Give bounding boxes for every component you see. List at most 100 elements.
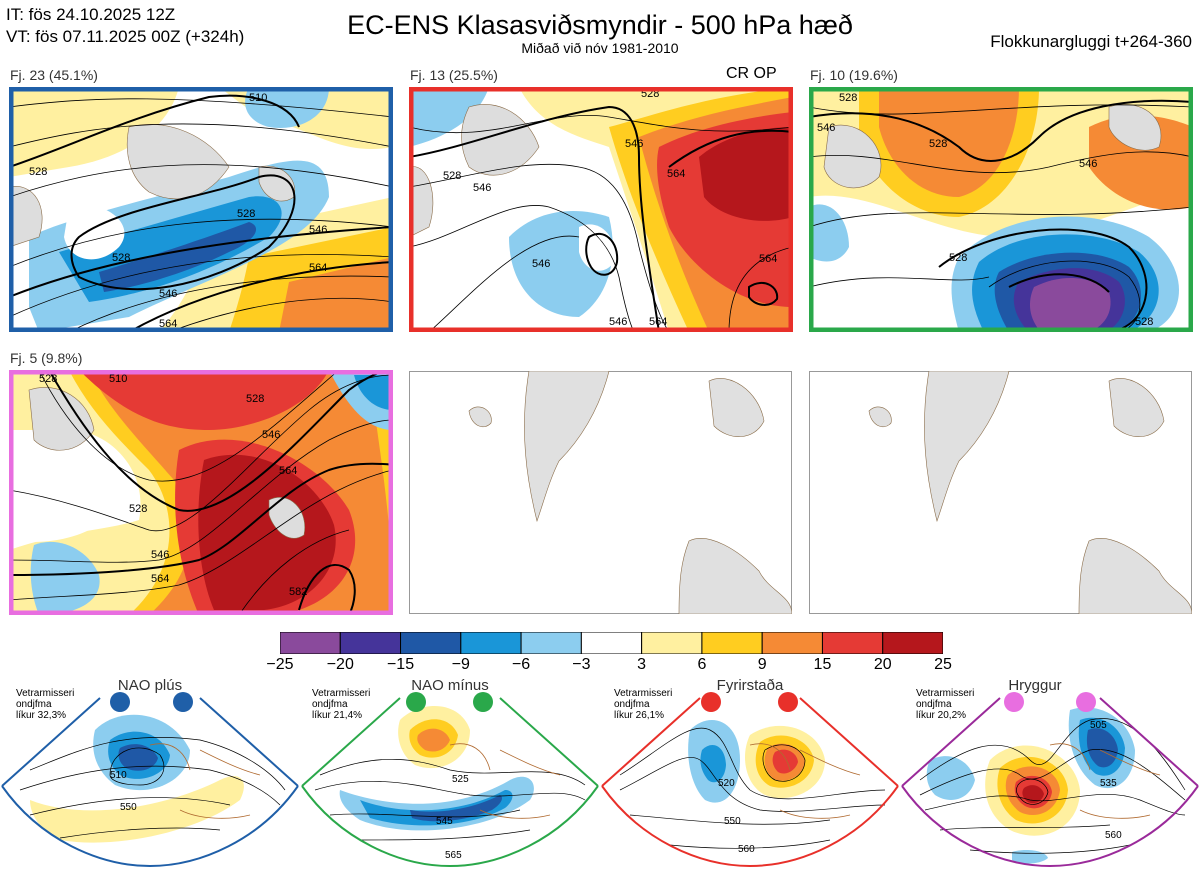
colorbar-swatch <box>520 631 582 655</box>
colorbar-swatch <box>400 631 462 655</box>
contour-label: 528 <box>1135 316 1153 328</box>
contour-label: 528 <box>29 166 47 178</box>
regime-title-1: NAO plús <box>117 677 183 694</box>
contour-label: 528 <box>949 252 967 264</box>
contour-label: 505 <box>1090 720 1107 731</box>
regime-title-2: NAO mínus <box>411 677 489 694</box>
contour-label: 564 <box>759 253 777 265</box>
panel-label-4: Fj. 5 (9.8%) <box>10 350 83 366</box>
regime-map-3: 520 550 560 <box>601 692 899 868</box>
contour-label: 545 <box>436 816 453 827</box>
cluster-map-3: 528 546 528 546 528 528 <box>809 87 1193 332</box>
colorbar-tick-label: −3 <box>572 656 591 673</box>
contour-label: 528 <box>443 170 461 182</box>
contour-label: 565 <box>445 850 462 861</box>
regime-title-4: Hryggur <box>1008 677 1062 694</box>
colorbar-swatch <box>761 631 823 655</box>
colorbar-swatch <box>339 631 402 655</box>
page-subtitle: Miðað við nóv 1981-2010 <box>521 40 679 56</box>
regime-dot <box>778 692 798 712</box>
colorbar <box>279 631 944 655</box>
contour-label: 564 <box>159 318 177 330</box>
empty-map-5 <box>409 371 792 614</box>
colorbar-swatch <box>821 631 884 655</box>
contour-label: 546 <box>609 316 627 328</box>
regime-dot <box>1004 692 1024 712</box>
cluster-map-1: 510 528 528 528 546 546 564 564 <box>9 87 393 332</box>
cluster-map-2: 528 546 546 528 546 564 564 546 564 <box>409 87 793 332</box>
contour-label: 546 <box>159 288 177 300</box>
colorbar-tick-label: 6 <box>697 656 707 673</box>
contour-label: 564 <box>667 168 685 180</box>
regime-note-4: Vetrarmisseri ondjfma líkur 20,2% <box>916 688 975 721</box>
regime-dot <box>701 692 721 712</box>
contour-label: 564 <box>279 465 297 477</box>
contour-label: 546 <box>1079 158 1097 170</box>
colorbar-swatch <box>279 631 341 655</box>
contour-label: 525 <box>452 774 469 785</box>
panel-border <box>809 87 1193 332</box>
contour-label: 564 <box>151 573 169 585</box>
colorbar-swatch <box>701 631 763 655</box>
initial-time: IT: fös 24.10.2025 12Z <box>6 5 176 24</box>
colorbar-swatch <box>580 631 643 655</box>
contour-label: 564 <box>649 316 667 328</box>
contour-label: 528 <box>39 373 57 385</box>
regime-title-3: Fyrirstaða <box>716 677 784 694</box>
contour-label: 550 <box>724 816 741 827</box>
contour-label: 582 <box>289 586 307 598</box>
contour-label: 510 <box>109 373 127 385</box>
empty-map-6 <box>809 371 1192 614</box>
contour-label: 535 <box>1100 778 1117 789</box>
colorbar-tick-label: −20 <box>326 656 354 673</box>
regime-map-1: 510 550 <box>1 692 299 868</box>
colorbar-swatch <box>882 631 944 655</box>
regime-dot <box>110 692 130 712</box>
regime-note-3: Vetrarmisseri ondjfma líkur 26,1% <box>614 688 673 721</box>
contour-label: 528 <box>237 208 255 220</box>
contour-label: 560 <box>738 844 755 855</box>
contour-label: 550 <box>120 802 137 813</box>
contour-label: 528 <box>839 92 857 104</box>
contour-label: 546 <box>262 429 280 441</box>
contour-label: 520 <box>718 778 735 789</box>
colorbar-swatch <box>641 631 703 655</box>
contour-label: 546 <box>532 258 550 270</box>
contour-label: 528 <box>246 393 264 405</box>
colorbar-tick-label: 9 <box>757 656 767 673</box>
colorbar-tick-label: −25 <box>266 656 294 673</box>
contour-label: 528 <box>929 138 947 150</box>
contour-label: 564 <box>309 262 327 274</box>
colorbar-swatch <box>460 631 522 655</box>
regime-dot <box>1076 692 1096 712</box>
regimes-row: Vetrarmisseri ondjfma líkur 32,3% NAO plús… <box>0 677 1200 871</box>
colorbar-tick-label: −15 <box>386 656 415 673</box>
colorbar-tick-label: 3 <box>637 656 647 673</box>
contour-label: 546 <box>151 549 169 561</box>
regime-note-1: Vetrarmisseri ondjfma líkur 32,3% <box>16 688 75 721</box>
colorbar-tick-label: −9 <box>451 656 470 673</box>
colorbar-tick-label: 15 <box>813 656 832 673</box>
contour-label: 546 <box>817 122 835 134</box>
contour-label: 510 <box>110 770 127 781</box>
colorbar-swatches <box>279 631 944 655</box>
contour-label: 560 <box>1105 830 1122 841</box>
cluster-map-4: 510 528 528 528 546 564 546 564 582 <box>9 370 393 615</box>
panel-label-2: Fj. 13 (25.5%) <box>410 67 498 83</box>
panel-border <box>9 370 393 615</box>
colorbar-ticks: −25 −20 −15 −9 −6 −3 3 6 9 15 20 25 <box>266 656 951 676</box>
regime-map-4: 505 535 560 <box>901 692 1199 868</box>
colorbar-tick-label: 20 <box>873 656 892 673</box>
regime-dot <box>173 692 193 712</box>
panel-border <box>409 87 793 332</box>
panel-tag-cr-op: CR OP <box>726 65 777 82</box>
panel-label-1: Fj. 23 (45.1%) <box>10 67 98 83</box>
contour-label: 528 <box>129 503 147 515</box>
regime-dot <box>473 692 493 712</box>
regime-dot <box>406 692 426 712</box>
colorbar-tick-label: 25 <box>934 656 952 673</box>
colorbar-tick-label: −6 <box>511 656 531 673</box>
classification-window: Flokkunargluggi t+264-360 <box>990 32 1192 51</box>
regime-note-2: Vetrarmisseri ondjfma líkur 21,4% <box>312 688 371 721</box>
contour-label: 546 <box>625 138 643 150</box>
